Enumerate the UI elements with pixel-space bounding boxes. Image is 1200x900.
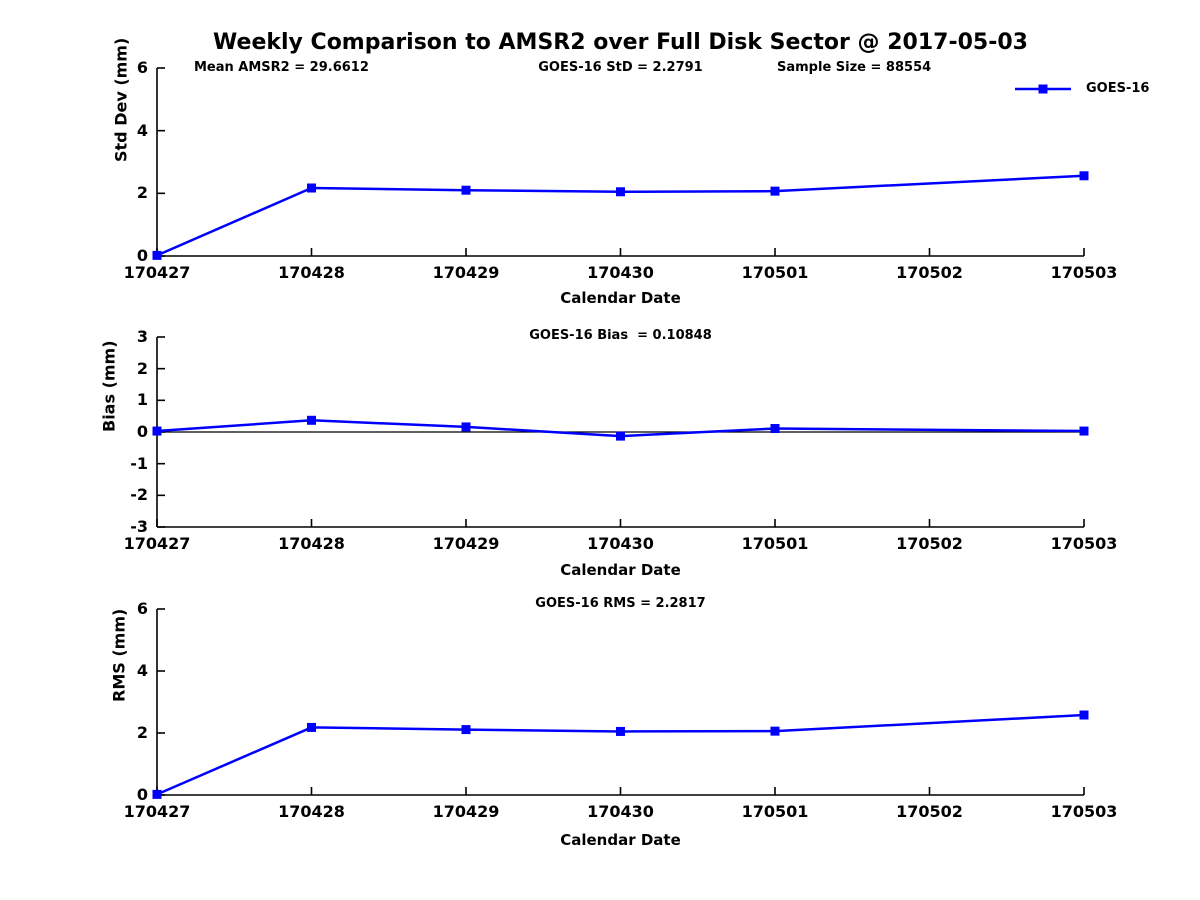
series-line xyxy=(156,174,1085,257)
data-point-marker xyxy=(461,725,471,735)
y-tick-label: 0 xyxy=(136,246,148,265)
x-tick-label: 170428 xyxy=(278,802,345,821)
x-tick-label: 170430 xyxy=(587,802,654,821)
data-point-marker xyxy=(770,424,780,434)
y-tick-label: 2 xyxy=(136,183,148,203)
data-point-marker xyxy=(307,722,316,732)
y-tick-label: 1 xyxy=(136,390,148,410)
data-point-marker xyxy=(152,250,162,260)
x-tick-label: 170502 xyxy=(896,263,963,282)
legend: GOES-16 xyxy=(1014,81,1149,96)
y-tick-label: 0 xyxy=(136,785,148,804)
annotation-sample-size: Sample Size = 88554 xyxy=(777,60,932,75)
y-tick-label: 6 xyxy=(136,599,148,618)
y-tick-label: 4 xyxy=(136,661,148,680)
data-point-marker xyxy=(307,415,316,425)
y-tick-label: -2 xyxy=(130,485,148,505)
x-axis-label-2: Calendar Date xyxy=(560,561,681,579)
figure-title: Weekly Comparison to AMSR2 over Full Dis… xyxy=(213,30,1028,55)
y-tick-label: 0 xyxy=(136,422,148,441)
series-line xyxy=(156,419,1085,438)
x-axis-label-1: Calendar Date xyxy=(560,289,681,307)
x-tick-label: 170501 xyxy=(741,263,809,282)
x-tick-label: 170501 xyxy=(741,802,809,821)
x-tick-label: 170503 xyxy=(1050,534,1118,553)
x-axis-label-3: Calendar Date xyxy=(560,831,681,849)
legend-line-sample xyxy=(1015,84,1071,93)
annotation-goes16-std: GOES-16 StD = 2.2791 xyxy=(538,60,703,75)
x-tick-label: 170502 xyxy=(896,802,963,821)
subplot-title-bias: GOES-16 Bias = 0.10848 xyxy=(529,328,712,343)
data-point-marker xyxy=(616,187,625,197)
data-point-marker xyxy=(1079,710,1089,720)
data-point-marker xyxy=(616,431,625,441)
data-point-marker xyxy=(1079,426,1089,436)
data-point-marker xyxy=(770,186,780,196)
x-tick-label: 170429 xyxy=(432,263,500,282)
legend-marker-icon xyxy=(1038,84,1048,93)
x-tick-label: 170427 xyxy=(123,534,191,553)
x-tick-label: 170427 xyxy=(123,802,191,821)
y-tick-label: 4 xyxy=(136,120,148,140)
y-tick-label: 3 xyxy=(136,327,148,346)
x-tick-label: 170503 xyxy=(1050,263,1118,282)
x-tick-label: 170501 xyxy=(741,534,809,553)
y-tick-label: -3 xyxy=(130,517,148,536)
y-tick-label: 6 xyxy=(136,58,148,77)
x-tick-label: 170430 xyxy=(587,263,654,282)
data-point-marker xyxy=(616,726,625,736)
x-tick-label: 170503 xyxy=(1050,802,1118,821)
data-point-marker xyxy=(152,426,162,436)
x-tick-label: 170428 xyxy=(278,263,345,282)
data-point-marker xyxy=(461,185,471,195)
subplot-title-rms: GOES-16 RMS = 2.2817 xyxy=(535,596,706,611)
data-point-marker xyxy=(307,183,316,193)
x-tick-label: 170428 xyxy=(278,534,345,553)
y-tick-label: -1 xyxy=(130,453,148,473)
x-tick-label: 170429 xyxy=(432,802,500,821)
annotation-mean-amsr2: Mean AMSR2 = 29.6612 xyxy=(194,60,369,75)
legend-label: GOES-16 xyxy=(1086,81,1150,96)
y-tick-label: 2 xyxy=(136,723,148,742)
data-point-marker xyxy=(152,789,162,799)
x-tick-label: 170502 xyxy=(896,534,963,553)
data-point-marker xyxy=(1079,171,1089,181)
y-tick-label: 2 xyxy=(136,358,148,378)
data-point-marker xyxy=(461,422,471,432)
x-tick-label: 170430 xyxy=(587,534,654,553)
series-line xyxy=(156,713,1085,796)
x-tick-label: 170429 xyxy=(432,534,500,553)
data-point-marker xyxy=(770,726,780,736)
x-tick-label: 170427 xyxy=(123,263,191,282)
